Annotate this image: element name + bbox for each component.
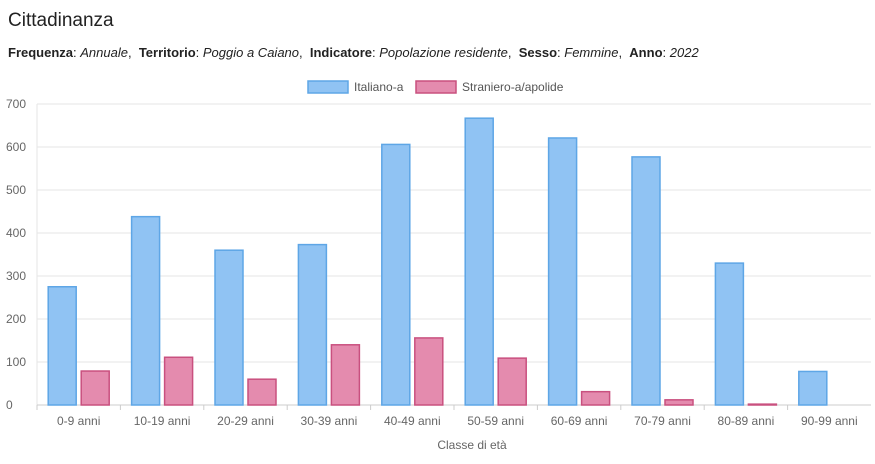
bar-italiano-40-49-anni <box>381 143 411 406</box>
x-tick-label: 60-69 anni <box>551 414 608 428</box>
bar-straniero-60-69-anni <box>580 390 611 406</box>
x-tick-label: 70-79 anni <box>634 414 691 428</box>
filter-value: Poggio a Caiano <box>202 45 300 60</box>
x-tick-label: 90-99 anni <box>801 414 858 428</box>
bar-italiano-20-29-anni <box>214 249 244 406</box>
filter-anno: Anno: 2022 <box>629 45 699 60</box>
bar-straniero-40-49-anni <box>414 337 444 406</box>
filter-value: Annuale <box>80 45 128 60</box>
bar-straniero-0-9-anni <box>80 370 110 406</box>
x-axis-label: Classe di età <box>437 438 507 452</box>
bar-italiano-70-79-anni <box>631 156 661 406</box>
filter-sesso: Sesso: Femmine, <box>518 45 630 60</box>
filter-value: 2022 <box>669 45 699 60</box>
filter-key: Territorio <box>138 45 196 60</box>
y-tick-label: 400 <box>6 226 26 240</box>
y-tick-label: 100 <box>6 355 26 369</box>
filter-value: Femmine <box>564 45 619 60</box>
filter-value: Popolazione residente <box>379 45 508 60</box>
bar-straniero-10-19-anni <box>163 356 194 406</box>
x-tick-label: 80-89 anni <box>718 414 775 428</box>
filter-key: Frequenza <box>8 45 74 60</box>
bar-straniero-30-39-anni <box>330 344 361 406</box>
bar-italiano-0-9-anni <box>47 286 77 406</box>
legend-swatch <box>415 80 457 94</box>
bar-italiano-30-39-anni <box>297 243 328 406</box>
x-tick-label: 30-39 anni <box>301 414 358 428</box>
bar-italiano-10-19-anni <box>130 215 161 406</box>
y-tick-label: 700 <box>6 97 26 111</box>
bar-straniero-80-89-anni <box>747 403 778 406</box>
y-tick-label: 600 <box>6 140 26 154</box>
filter-territorio: Territorio: Poggio a Caiano, <box>138 45 310 60</box>
filter-summary: Frequenza: Annuale, Territorio: Poggio a… <box>8 45 699 60</box>
bar-italiano-50-59-anni <box>464 117 494 406</box>
filter-key: Indicatore <box>309 45 372 60</box>
y-tick-label: 200 <box>6 312 26 326</box>
bar-italiano-60-69-anni <box>547 137 578 406</box>
filter-indicatore: Indicatore: Popolazione residente, <box>309 45 519 60</box>
legend-label: Italiano-a <box>354 80 404 94</box>
bar-italiano-90-99-anni <box>798 370 828 406</box>
chart-title: Cittadinanza <box>8 10 114 31</box>
filter-key: Anno <box>629 45 663 60</box>
x-tick-label: 50-59 anni <box>467 414 524 428</box>
bar-straniero-70-79-anni <box>664 399 694 406</box>
x-tick-label: 40-49 anni <box>384 414 441 428</box>
x-tick-label: 10-19 anni <box>134 414 191 428</box>
filter-frequenza: Frequenza: Annuale, <box>8 45 139 60</box>
bar-straniero-50-59-anni <box>497 357 527 406</box>
filter-key: Sesso <box>518 45 558 60</box>
legend-label: Straniero-a/apolide <box>462 80 564 94</box>
bar-straniero-20-29-anni <box>247 378 277 406</box>
legend-swatch <box>307 80 349 94</box>
y-tick-label: 500 <box>6 183 26 197</box>
bar-italiano-80-89-anni <box>714 262 745 406</box>
x-tick-label: 0-9 anni <box>57 414 100 428</box>
x-tick-label: 20-29 anni <box>217 414 274 428</box>
y-tick-label: 300 <box>6 269 26 283</box>
y-tick-label: 0 <box>6 398 13 412</box>
